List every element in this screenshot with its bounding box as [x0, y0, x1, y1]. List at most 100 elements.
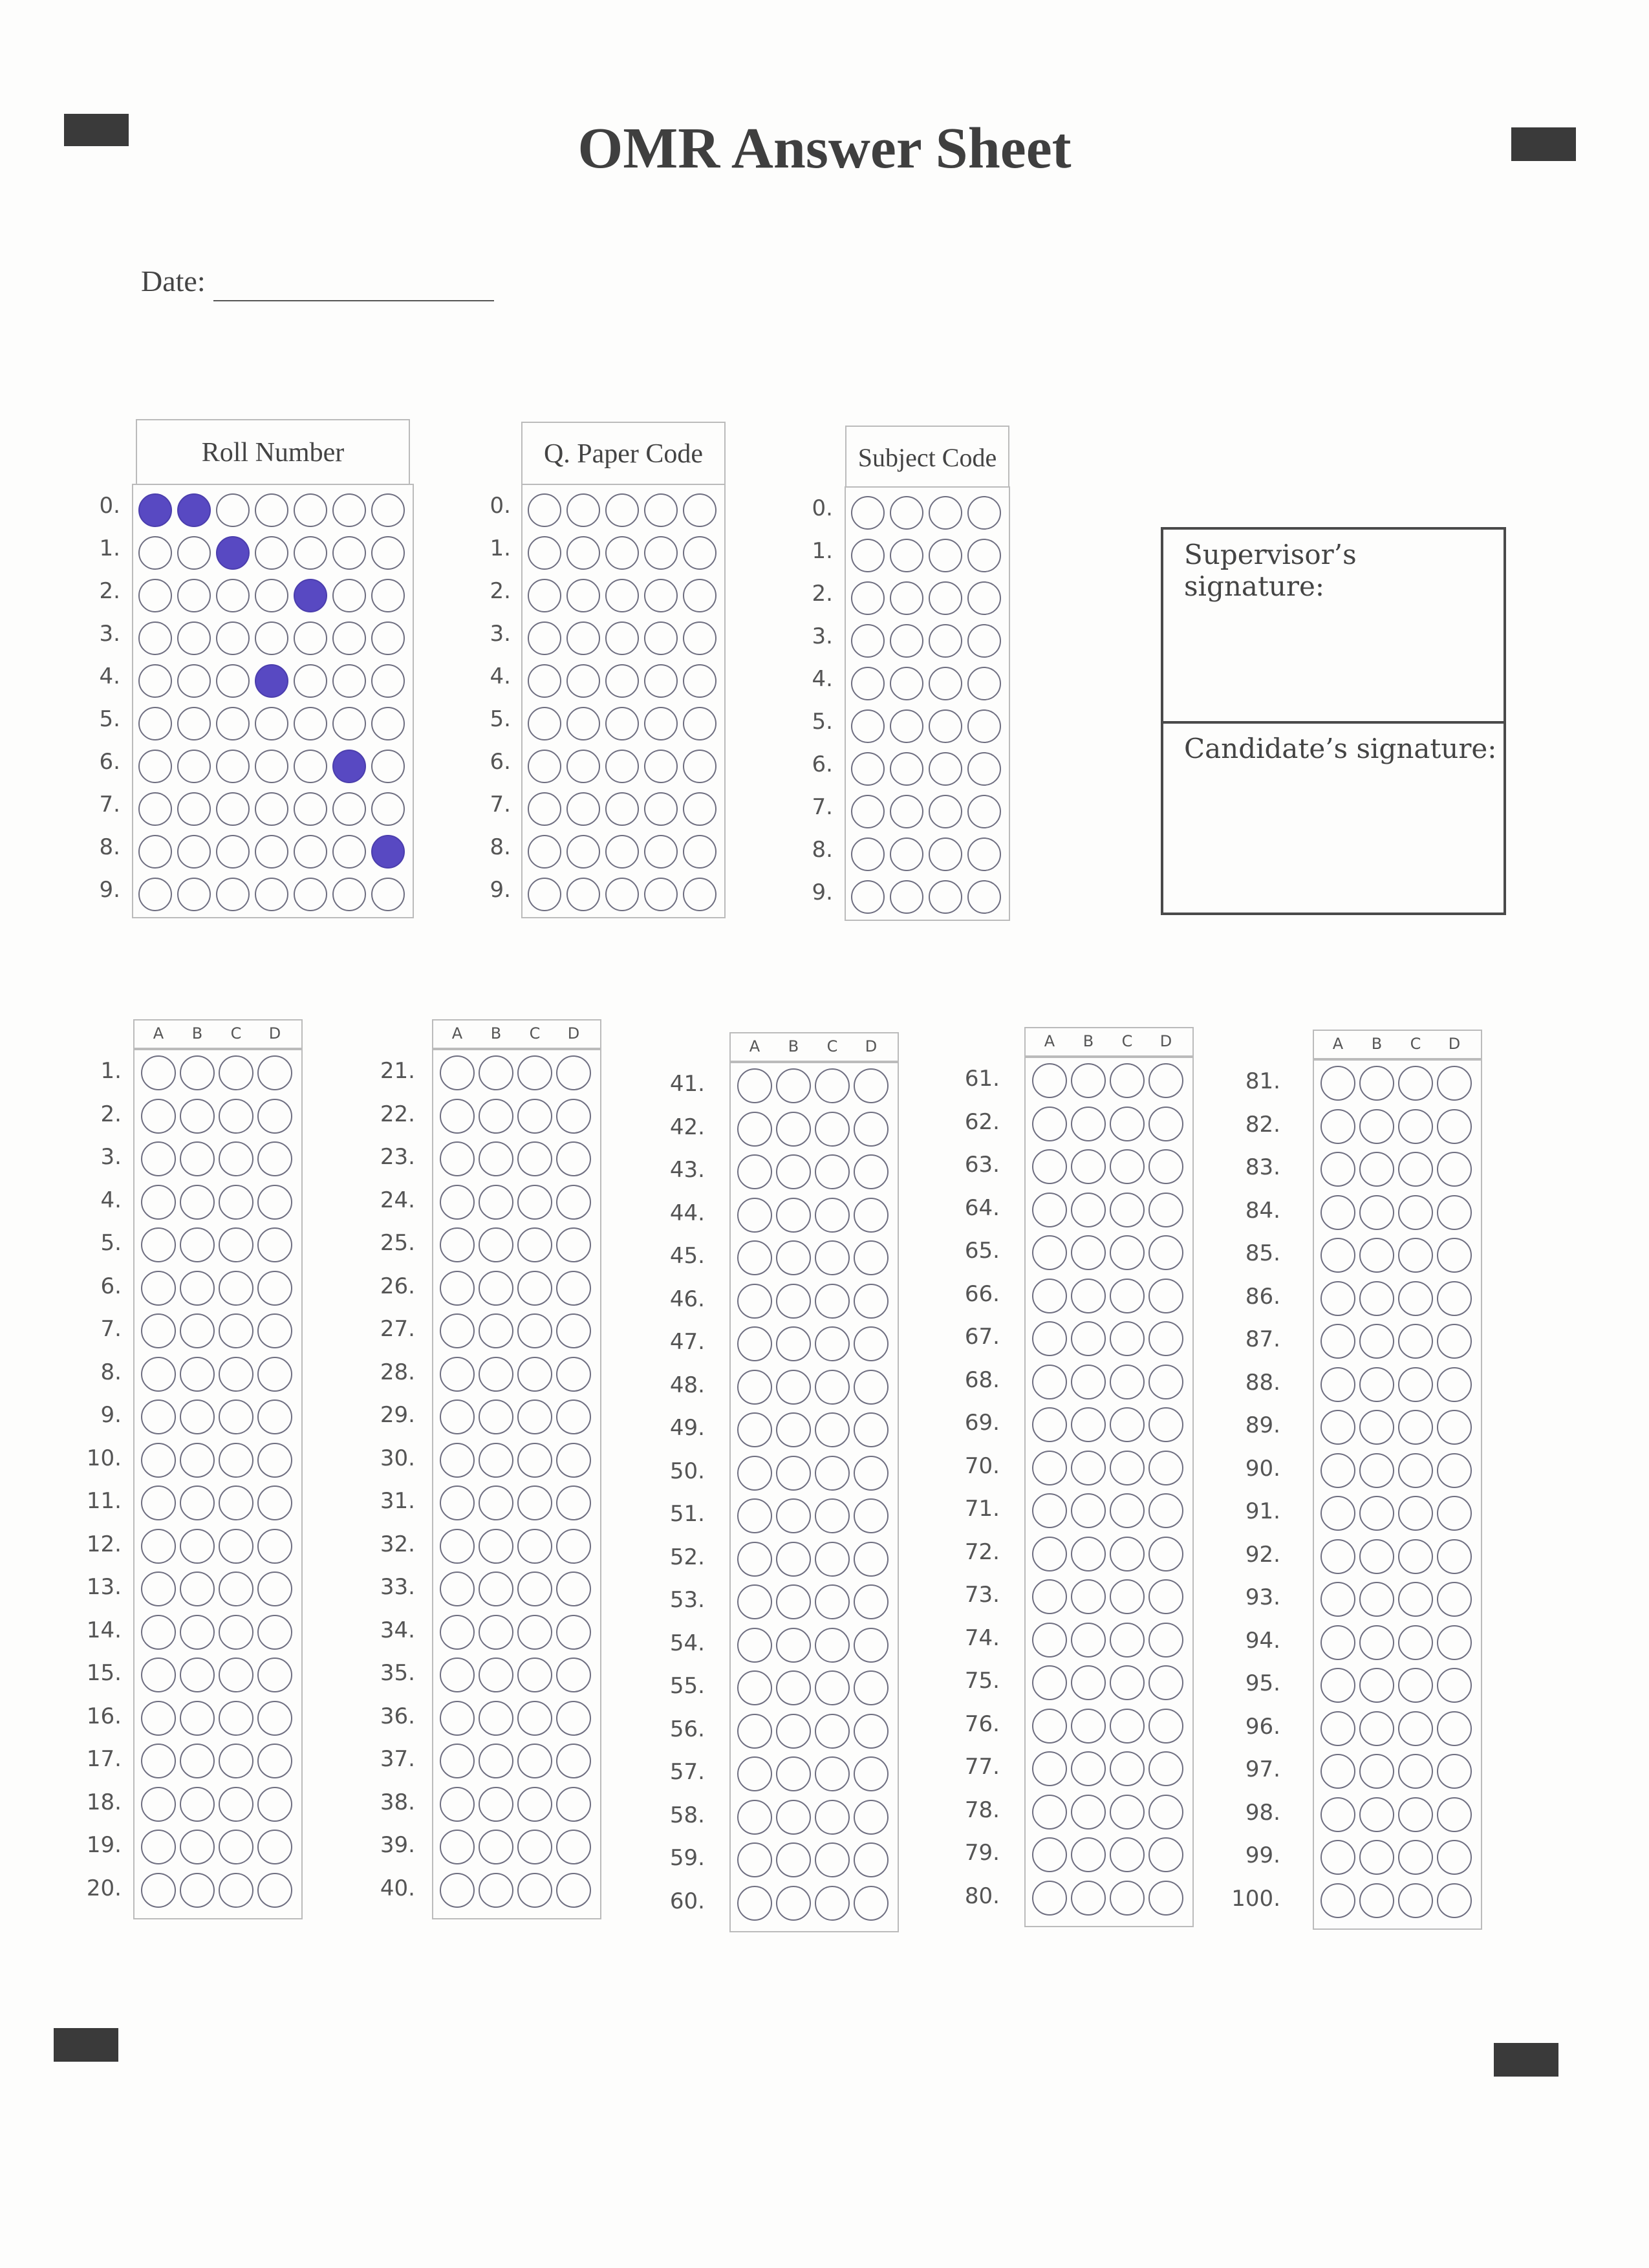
answer-bubble-b[interactable] — [180, 1830, 215, 1865]
answer-bubble-a[interactable] — [1032, 1622, 1067, 1658]
answer-bubble-d[interactable] — [854, 1068, 889, 1104]
subject-bubble[interactable] — [851, 496, 885, 530]
answer-bubble-c[interactable] — [219, 1356, 253, 1392]
paper-bubble[interactable] — [528, 579, 561, 612]
date-field[interactable] — [213, 300, 494, 301]
roll-bubble[interactable] — [294, 878, 327, 911]
subject-bubble[interactable] — [967, 795, 1001, 828]
answer-bubble-c[interactable] — [1398, 1539, 1433, 1574]
answer-bubble-b[interactable] — [1359, 1280, 1394, 1316]
answer-bubble-a[interactable] — [1320, 1324, 1355, 1359]
answer-bubble-d[interactable] — [1437, 1539, 1472, 1574]
answer-bubble-a[interactable] — [440, 1786, 475, 1822]
answer-bubble-a[interactable] — [1032, 1235, 1067, 1271]
paper-bubble[interactable] — [528, 750, 561, 783]
answer-bubble-d[interactable] — [257, 1184, 292, 1220]
roll-bubble[interactable] — [294, 621, 327, 655]
answer-bubble-d[interactable] — [854, 1627, 889, 1663]
answer-bubble-b[interactable] — [479, 1786, 513, 1822]
answer-bubble-c[interactable] — [1110, 1063, 1145, 1099]
answer-bubble-c[interactable] — [815, 1713, 850, 1749]
answer-bubble-d[interactable] — [854, 1154, 889, 1190]
subject-bubble[interactable] — [890, 837, 923, 871]
subject-bubble[interactable] — [851, 581, 885, 615]
answer-bubble-a[interactable] — [440, 1356, 475, 1392]
answer-bubble-a[interactable] — [440, 1313, 475, 1349]
answer-bubble-b[interactable] — [1071, 1321, 1106, 1357]
subject-bubble[interactable] — [929, 709, 962, 743]
answer-bubble-a[interactable] — [141, 1184, 176, 1220]
answer-bubble-a[interactable] — [1320, 1238, 1355, 1273]
subject-bubble[interactable] — [851, 837, 885, 871]
answer-bubble-d[interactable] — [854, 1412, 889, 1448]
paper-bubble[interactable] — [566, 621, 600, 655]
answer-bubble-c[interactable] — [219, 1830, 253, 1865]
answer-bubble-c[interactable] — [1398, 1280, 1433, 1316]
roll-bubble[interactable] — [177, 707, 211, 740]
answer-bubble-c[interactable] — [1110, 1880, 1145, 1916]
answer-bubble-c[interactable] — [815, 1799, 850, 1835]
answer-bubble-b[interactable] — [1071, 1493, 1106, 1529]
answer-bubble-a[interactable] — [141, 1356, 176, 1392]
answer-bubble-c[interactable] — [1110, 1579, 1145, 1615]
roll-bubble[interactable] — [255, 835, 288, 869]
answer-bubble-a[interactable] — [737, 1541, 772, 1577]
answer-bubble-b[interactable] — [479, 1184, 513, 1220]
answer-bubble-c[interactable] — [815, 1541, 850, 1577]
answer-bubble-a[interactable] — [141, 1141, 176, 1177]
answer-bubble-a[interactable] — [737, 1799, 772, 1835]
answer-bubble-d[interactable] — [257, 1227, 292, 1263]
answer-bubble-b[interactable] — [1071, 1665, 1106, 1701]
answer-bubble-c[interactable] — [1398, 1754, 1433, 1789]
answer-bubble-b[interactable] — [479, 1356, 513, 1392]
paper-bubble[interactable] — [528, 536, 561, 570]
paper-bubble[interactable] — [644, 792, 678, 826]
answer-bubble-b[interactable] — [1359, 1108, 1394, 1144]
paper-bubble[interactable] — [605, 536, 639, 570]
answer-bubble-c[interactable] — [517, 1313, 552, 1349]
answer-bubble-b[interactable] — [1071, 1837, 1106, 1873]
roll-bubble[interactable] — [255, 707, 288, 740]
answer-bubble-a[interactable] — [737, 1670, 772, 1706]
answer-bubble-b[interactable] — [776, 1369, 811, 1405]
answer-bubble-c[interactable] — [1398, 1238, 1433, 1273]
answer-bubble-c[interactable] — [815, 1498, 850, 1534]
answer-bubble-c[interactable] — [815, 1455, 850, 1491]
answer-bubble-a[interactable] — [737, 1068, 772, 1104]
roll-bubble[interactable] — [138, 835, 172, 869]
subject-bubble[interactable] — [929, 880, 962, 914]
subject-bubble[interactable] — [890, 795, 923, 828]
roll-bubble[interactable] — [177, 493, 211, 527]
answer-bubble-d[interactable] — [1148, 1708, 1183, 1744]
answer-bubble-c[interactable] — [815, 1068, 850, 1104]
paper-bubble[interactable] — [644, 536, 678, 570]
answer-bubble-a[interactable] — [1032, 1321, 1067, 1357]
answer-bubble-a[interactable] — [737, 1584, 772, 1620]
answer-bubble-a[interactable] — [737, 1197, 772, 1233]
answer-bubble-b[interactable] — [1359, 1453, 1394, 1488]
answer-bubble-c[interactable] — [517, 1614, 552, 1650]
roll-bubble[interactable] — [255, 579, 288, 612]
answer-bubble-d[interactable] — [854, 1197, 889, 1233]
answer-bubble-a[interactable] — [141, 1658, 176, 1693]
roll-bubble[interactable] — [332, 792, 366, 826]
answer-bubble-d[interactable] — [1148, 1880, 1183, 1916]
roll-bubble[interactable] — [255, 621, 288, 655]
answer-bubble-a[interactable] — [1032, 1450, 1067, 1485]
answer-bubble-c[interactable] — [517, 1744, 552, 1779]
answer-bubble-d[interactable] — [257, 1442, 292, 1478]
answer-bubble-c[interactable] — [1110, 1235, 1145, 1271]
answer-bubble-d[interactable] — [556, 1658, 591, 1693]
subject-bubble[interactable] — [929, 795, 962, 828]
answer-bubble-a[interactable] — [141, 1571, 176, 1607]
roll-bubble[interactable] — [332, 493, 366, 527]
paper-bubble[interactable] — [605, 579, 639, 612]
answer-bubble-c[interactable] — [517, 1270, 552, 1306]
answer-bubble-b[interactable] — [180, 1571, 215, 1607]
answer-bubble-d[interactable] — [556, 1399, 591, 1435]
answer-bubble-b[interactable] — [479, 1744, 513, 1779]
subject-bubble[interactable] — [929, 837, 962, 871]
answer-bubble-c[interactable] — [517, 1442, 552, 1478]
answer-bubble-a[interactable] — [1320, 1582, 1355, 1617]
roll-bubble[interactable] — [371, 792, 405, 826]
